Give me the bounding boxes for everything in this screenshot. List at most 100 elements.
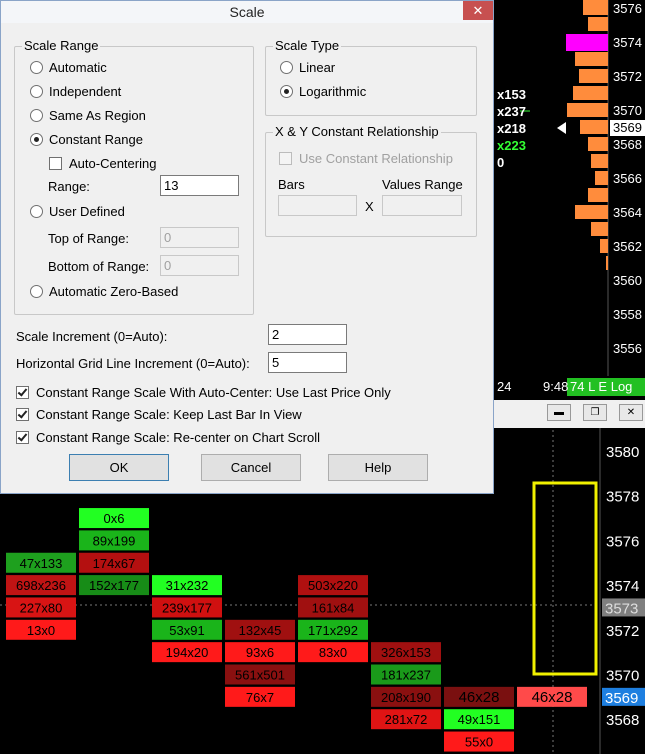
cell-label: 49x151 [458,712,501,727]
profile-bar [606,256,608,270]
price-label: 3580 [606,444,639,461]
cell-label: 55x0 [465,735,493,750]
price-label: 3560 [613,273,642,288]
footprint-cell [6,552,76,573]
radio-option[interactable]: Logarithmic [280,84,366,99]
option-label: Constant Range Scale: Re-center on Chart… [36,430,320,445]
footprint-cell [79,552,149,573]
price-label: 3556 [613,341,642,356]
footprint-cell [298,575,368,596]
checkbox [16,431,29,444]
price-label: 3570 [613,103,642,118]
checkbox-option[interactable]: Auto-Centering [49,156,156,171]
scale-increment-input[interactable]: 2 [268,324,347,345]
checkbox [16,386,29,399]
profile-bar [579,69,608,83]
radio-option[interactable]: User Defined [30,204,125,219]
price-label: 3570 [606,668,639,685]
checkbox-option[interactable]: Constant Range Scale With Auto-Center: U… [16,385,391,400]
price-label: 3574 [613,35,642,50]
checkbox [279,152,292,165]
field-label: Scale Increment (0=Auto): [16,329,168,344]
price-pointer [557,122,566,134]
radio-option[interactable]: Linear [280,60,335,75]
time-label: 9:48 [543,379,568,394]
status-label: 74 L E Log [570,379,632,394]
checkbox-option[interactable]: Constant Range Scale: Keep Last Bar In V… [16,407,302,422]
radio-button [30,205,43,218]
footprint-cell [79,530,149,551]
close-button[interactable]: ✕ [463,1,493,20]
profile-bar [575,205,608,219]
xy-relationship-group: X & Y Constant Relationship [265,124,477,237]
last-price-box [602,687,645,706]
scale-dialog: Scale ✕ Scale Range Automatic Independen… [0,0,494,494]
option-label: User Defined [49,204,125,219]
order-fragment: x237 [497,104,526,119]
footprint-cell [79,508,149,529]
cell-label: 208x190 [381,690,431,705]
price-label: 3568 [613,137,642,152]
ok-button[interactable]: OK [69,454,169,481]
footprint-cell [298,597,368,618]
field-label: Bottom of Range: [48,259,150,274]
cell-label: 47x133 [20,556,63,571]
last-price-label: 3569 [613,120,642,135]
profile-bar [588,17,608,31]
option-label: Use Constant Relationship [299,151,453,166]
footprint-cell [225,686,295,707]
radio-option[interactable]: Automatic Zero-Based [30,284,178,299]
profile-bar [583,0,608,15]
cell-label: 174x67 [93,556,136,571]
group-label: X & Y Constant Relationship [273,124,441,139]
cell-label: 194x20 [166,645,209,660]
checkbox-option[interactable]: Constant Range Scale: Re-center on Chart… [16,430,320,445]
crosshair-price-label: 3573 [605,600,638,617]
price-label: 3572 [613,69,642,84]
price-label: 3562 [613,239,642,254]
cell-label: 0x6 [104,511,125,526]
scale-type-group: Scale Type [265,38,477,116]
profile-bar [573,86,608,100]
order-fragment: x218 [497,121,526,136]
option-label: Automatic Zero-Based [49,284,179,299]
last-price-label: 3569 [605,690,638,707]
radio-option[interactable]: Constant Range [30,132,143,147]
order-fragment: x153 [497,87,526,102]
profile-bar [595,171,608,185]
restore-button[interactable]: ❐ [583,404,607,421]
grid-increment-input[interactable]: 5 [268,352,347,373]
field-label: Bars [278,177,305,192]
cell-label: 76x7 [246,690,274,705]
footprint-cells: 47x133 698x236 227x80 13x0 0x6 89x199 174x67 15… [6,508,587,752]
bars-input [278,195,357,216]
minimize-button[interactable]: ▬ [547,404,571,421]
profile-bar [600,239,608,253]
range-input[interactable]: 13 [160,175,239,196]
footprint-cell [225,619,295,640]
profile-bar [566,34,608,51]
profile-bar [591,222,608,236]
option-label: Linear [299,60,336,75]
price-label: 3558 [613,307,642,322]
radio-option[interactable]: Same As Region [30,108,146,123]
footprint-cell [79,575,149,596]
radio-option[interactable]: Independent [30,84,121,99]
close-chart-button[interactable]: ✕ [619,404,643,421]
cancel-button[interactable]: Cancel [201,454,301,481]
cell-label: 31x232 [166,578,209,593]
bottom-of-range-input: 0 [160,255,239,276]
radio-option[interactable]: Automatic [30,60,107,75]
price-label: 3564 [613,205,642,220]
help-button[interactable]: Help [328,454,428,481]
crosshair-price-box [602,598,645,617]
profile-bar [588,188,608,202]
footprint-cell [517,686,587,707]
checkbox-option: Use Constant Relationship [279,151,453,166]
radio-button [30,85,43,98]
highlight-box [532,481,598,676]
footprint-cell [371,664,441,685]
profile-bar [580,120,608,134]
cell-label: 698x236 [16,578,66,593]
cell-label: 132x45 [239,623,282,638]
